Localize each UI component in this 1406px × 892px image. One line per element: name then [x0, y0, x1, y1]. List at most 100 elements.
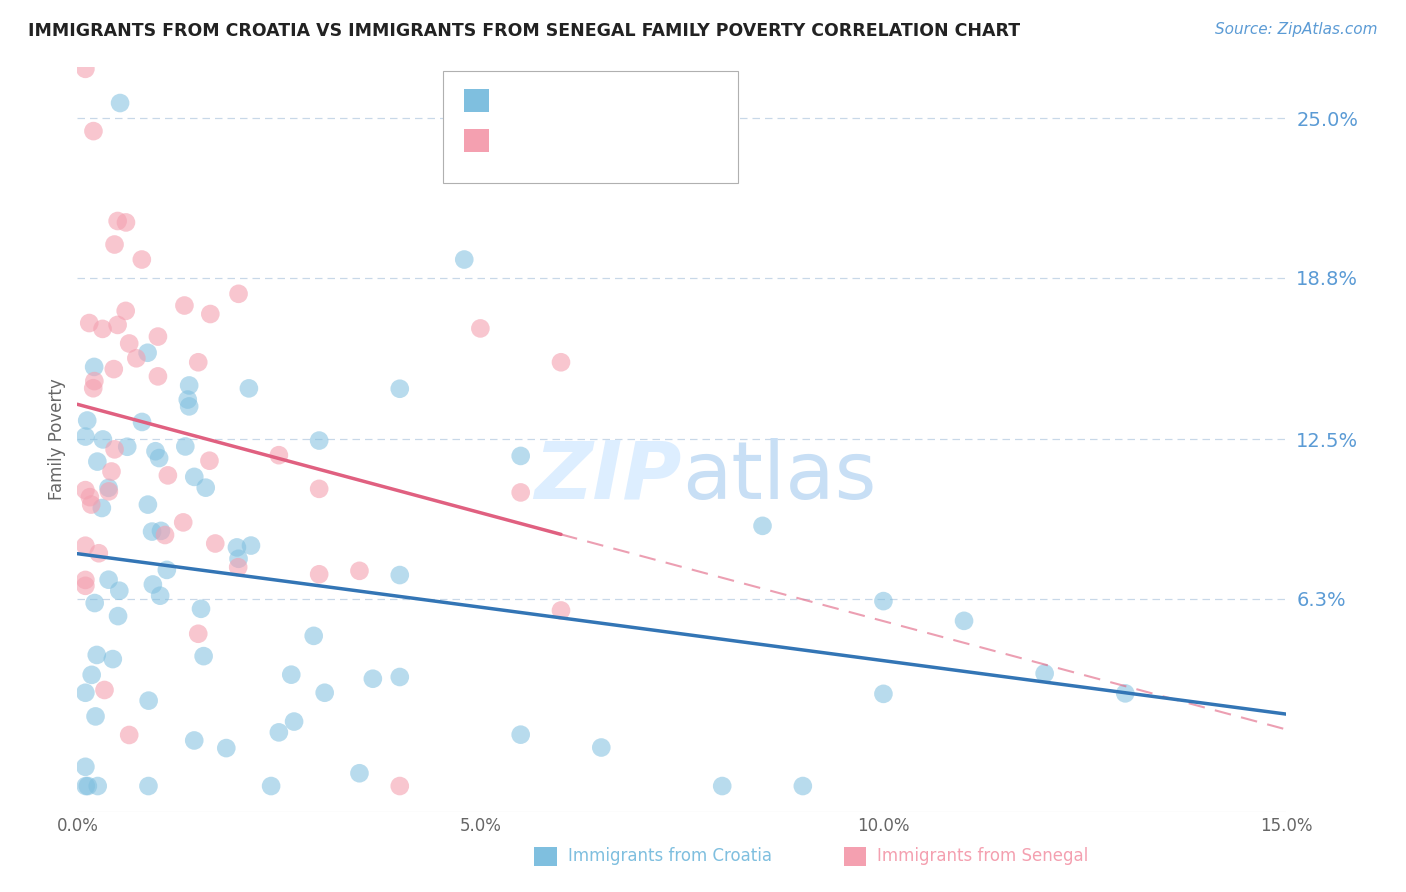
Point: [84, 709, 107, 723]
Point: [204, 536, 226, 550]
Point: [215, 741, 238, 756]
Point: [177, 392, 200, 407]
Point: [76, 413, 98, 427]
Point: [79, 490, 101, 504]
Point: [115, 215, 138, 229]
Point: [80, 668, 103, 682]
Point: [509, 728, 531, 742]
Point: [550, 355, 572, 369]
Text: R =  -0.182    N = 49: R = -0.182 N = 49: [501, 131, 699, 150]
Point: [131, 415, 153, 429]
Point: [156, 563, 179, 577]
Point: [97, 573, 120, 587]
Point: [509, 485, 531, 500]
Point: [75, 539, 97, 553]
Point: [75, 573, 97, 587]
Point: [711, 779, 734, 793]
Point: [149, 589, 172, 603]
Point: [260, 779, 283, 793]
Point: [228, 551, 250, 566]
Point: [131, 252, 153, 267]
Point: [187, 355, 209, 369]
Point: [267, 448, 290, 462]
Point: [872, 594, 894, 608]
Point: [75, 760, 97, 774]
Point: [238, 381, 260, 395]
Point: [183, 470, 205, 484]
Point: [149, 524, 172, 538]
Point: [146, 369, 169, 384]
Point: [388, 779, 411, 793]
Point: [173, 299, 195, 313]
Point: [76, 779, 98, 793]
Point: [308, 434, 330, 448]
Text: atlas: atlas: [682, 438, 876, 516]
Point: [107, 214, 129, 228]
Point: [108, 95, 131, 110]
Point: [75, 62, 97, 76]
Point: [470, 321, 492, 335]
Point: [75, 429, 97, 443]
Point: [136, 345, 159, 359]
Text: Immigrants from Senegal: Immigrants from Senegal: [877, 847, 1088, 865]
Point: [86, 648, 108, 662]
Point: [550, 603, 572, 617]
Point: [103, 362, 125, 376]
Point: [75, 779, 97, 793]
Point: [103, 237, 125, 252]
Point: [183, 733, 205, 747]
Point: [953, 614, 976, 628]
Point: [283, 714, 305, 729]
Point: [280, 667, 302, 681]
Point: [75, 579, 97, 593]
Point: [872, 687, 894, 701]
Text: Immigrants from Croatia: Immigrants from Croatia: [568, 847, 772, 865]
Point: [187, 627, 209, 641]
Point: [118, 728, 141, 742]
Point: [308, 482, 330, 496]
Point: [453, 252, 475, 267]
Point: [83, 359, 105, 374]
Point: [240, 539, 263, 553]
Point: [156, 468, 179, 483]
Point: [91, 433, 114, 447]
Point: [361, 672, 384, 686]
Point: [108, 583, 131, 598]
Text: R =  -0.055    N = 72: R = -0.055 N = 72: [501, 91, 699, 110]
Point: [174, 440, 197, 454]
Point: [80, 498, 103, 512]
Point: [136, 498, 159, 512]
Point: [198, 454, 221, 468]
Point: [138, 779, 160, 793]
Point: [87, 546, 110, 560]
Point: [107, 318, 129, 332]
Point: [97, 481, 120, 495]
Point: [194, 481, 217, 495]
Point: [83, 596, 105, 610]
Point: [125, 351, 148, 366]
Point: [103, 442, 125, 457]
Point: [82, 381, 104, 395]
Text: IMMIGRANTS FROM CROATIA VS IMMIGRANTS FROM SENEGAL FAMILY POVERTY CORRELATION CH: IMMIGRANTS FROM CROATIA VS IMMIGRANTS FR…: [28, 22, 1021, 40]
Point: [267, 725, 290, 739]
Point: [200, 307, 222, 321]
Point: [349, 564, 371, 578]
Text: Source: ZipAtlas.com: Source: ZipAtlas.com: [1215, 22, 1378, 37]
Point: [302, 629, 325, 643]
Point: [179, 400, 201, 414]
Point: [86, 454, 108, 468]
Point: [308, 567, 330, 582]
Point: [100, 465, 122, 479]
Point: [792, 779, 814, 793]
Y-axis label: Family Poverty: Family Poverty: [48, 378, 66, 500]
Point: [388, 670, 411, 684]
Point: [751, 519, 773, 533]
Point: [1114, 686, 1136, 700]
Point: [101, 652, 124, 666]
Point: [77, 316, 100, 330]
Point: [97, 484, 120, 499]
Point: [86, 779, 108, 793]
Point: [115, 440, 138, 454]
Point: [148, 451, 170, 466]
Point: [1033, 666, 1056, 681]
